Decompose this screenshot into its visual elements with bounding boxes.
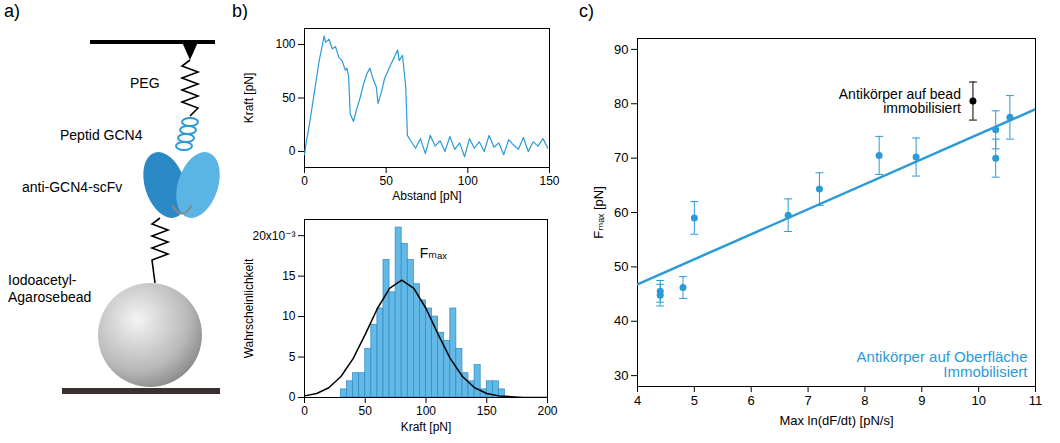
svg-text:9: 9 (918, 393, 925, 408)
html-text:a): a) (4, 1, 20, 21)
svg-text:Antikörper auf OberflächeImmob: Antikörper auf OberflächeImmobilisiert (857, 348, 1029, 380)
svg-text:50: 50 (359, 404, 373, 418)
svg-text:0: 0 (289, 390, 296, 404)
svg-text:150: 150 (539, 174, 559, 188)
svg-text:11: 11 (1029, 393, 1043, 408)
svg-text:50: 50 (614, 259, 628, 274)
svg-text:10: 10 (282, 309, 296, 323)
svg-text:5: 5 (691, 393, 698, 408)
svg-text:Wahrscheinlichkeit: Wahrscheinlichkeit (242, 258, 256, 358)
svg-text:50: 50 (282, 91, 296, 105)
svg-text:5: 5 (289, 350, 296, 364)
svg-text:20x10⁻³: 20x10⁻³ (252, 229, 295, 243)
svg-text:8: 8 (861, 393, 868, 408)
svg-text:200: 200 (537, 404, 557, 418)
svg-text:40: 40 (614, 313, 628, 328)
svg-text:0: 0 (301, 404, 308, 418)
svg-text:90: 90 (614, 42, 628, 57)
svg-text:15: 15 (282, 269, 296, 283)
html-text:b): b) (232, 1, 248, 21)
svg-text:Peptid GCN4: Peptid GCN4 (60, 127, 143, 143)
svg-text:100: 100 (275, 37, 295, 51)
svg-text:Iodoacetyl-Agarosebead: Iodoacetyl-Agarosebead (8, 272, 91, 305)
svg-text:Abstand [pN]: Abstand [pN] (392, 189, 461, 203)
svg-text:Kraft [pN]: Kraft [pN] (401, 420, 452, 434)
svg-text:PEG: PEG (130, 75, 160, 91)
svg-text:80: 80 (614, 96, 628, 111)
svg-text:70: 70 (614, 150, 628, 165)
svg-text:7: 7 (804, 393, 811, 408)
svg-text:Kraft [pN]: Kraft [pN] (242, 73, 256, 124)
svg-text:10: 10 (971, 393, 985, 408)
svg-text:6: 6 (748, 393, 755, 408)
svg-text:4: 4 (634, 393, 641, 408)
svg-text:30: 30 (614, 368, 628, 383)
svg-text:Fₘₐₓ: Fₘₐₓ (420, 245, 447, 261)
svg-text:0: 0 (301, 174, 308, 188)
svg-text:150: 150 (477, 404, 497, 418)
svg-text:anti-GCN4-scFv: anti-GCN4-scFv (22, 179, 122, 195)
svg-text:Fₘₐₓ [pN]: Fₘₐₓ [pN] (591, 186, 606, 239)
svg-text:100: 100 (458, 174, 478, 188)
svg-text:50: 50 (379, 174, 393, 188)
html-text:c): c) (579, 1, 594, 21)
svg-text:0: 0 (289, 144, 296, 158)
svg-text:100: 100 (416, 404, 436, 418)
svg-text:Antikörper auf beadimmobilisie: Antikörper auf beadimmobilisiert (839, 86, 961, 116)
svg-text:60: 60 (614, 205, 628, 220)
svg-text:Max ln(dF/dt) [pN/s]: Max ln(dF/dt) [pN/s] (779, 413, 893, 428)
